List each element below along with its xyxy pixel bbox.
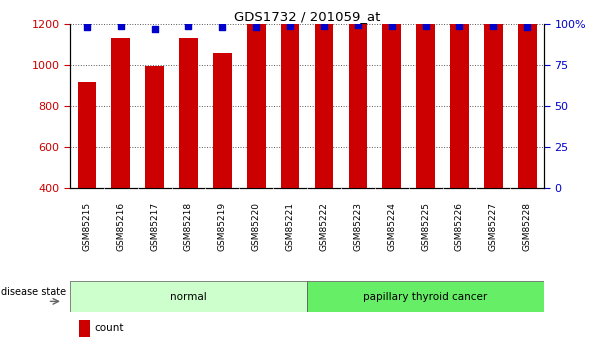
- Text: GSM85219: GSM85219: [218, 202, 227, 251]
- Bar: [450, 54, 469, 270]
- Bar: [213, 135, 232, 270]
- Point: [116, 23, 126, 29]
- Text: GSM85220: GSM85220: [252, 202, 261, 251]
- Bar: [315, 95, 333, 270]
- Bar: [70, 281, 307, 312]
- Text: GSM85227: GSM85227: [489, 202, 498, 251]
- Point: [421, 23, 430, 29]
- Point: [353, 22, 363, 28]
- Bar: [315, 13, 333, 188]
- Point: [387, 23, 396, 29]
- Text: GSM85221: GSM85221: [286, 202, 295, 251]
- Text: GSM85216: GSM85216: [116, 202, 125, 251]
- Point: [522, 24, 532, 29]
- Text: GSM85217: GSM85217: [150, 202, 159, 251]
- Text: count: count: [95, 323, 124, 333]
- Text: normal: normal: [170, 292, 207, 302]
- Bar: [145, 148, 164, 270]
- Bar: [484, 64, 503, 270]
- Bar: [78, 164, 96, 270]
- Point: [319, 23, 329, 29]
- Bar: [307, 281, 544, 312]
- Bar: [145, 66, 164, 188]
- Point: [455, 23, 465, 29]
- Text: GSM85222: GSM85222: [319, 202, 328, 251]
- Bar: [247, 24, 266, 188]
- Title: GDS1732 / 201059_at: GDS1732 / 201059_at: [234, 10, 380, 23]
- Text: GSM85228: GSM85228: [523, 202, 532, 251]
- Bar: [111, 39, 130, 188]
- Point: [285, 23, 295, 29]
- Bar: [416, 0, 435, 188]
- Point: [251, 24, 261, 29]
- Text: GSM85215: GSM85215: [82, 202, 91, 251]
- Bar: [281, 72, 299, 270]
- Bar: [179, 39, 198, 188]
- Bar: [450, 0, 469, 188]
- Bar: [179, 120, 198, 270]
- Bar: [518, 62, 536, 270]
- Point: [184, 23, 193, 29]
- Point: [488, 23, 498, 29]
- Text: papillary thyroid cancer: papillary thyroid cancer: [364, 292, 488, 302]
- Point: [218, 24, 227, 30]
- Bar: [382, 0, 401, 188]
- Point: [82, 24, 92, 30]
- Bar: [348, 0, 367, 188]
- Bar: [518, 0, 536, 188]
- Text: GSM85226: GSM85226: [455, 202, 464, 251]
- Bar: [213, 53, 232, 188]
- Point: [150, 26, 159, 32]
- Bar: [416, 54, 435, 270]
- Text: GSM85218: GSM85218: [184, 202, 193, 251]
- Bar: [484, 0, 503, 188]
- Bar: [348, 45, 367, 270]
- Bar: [382, 65, 401, 270]
- Text: GSM85224: GSM85224: [387, 202, 396, 251]
- Text: GSM85223: GSM85223: [353, 202, 362, 251]
- Text: GSM85225: GSM85225: [421, 202, 430, 251]
- Bar: [78, 81, 96, 188]
- Bar: [281, 0, 299, 188]
- Bar: [80, 320, 90, 337]
- Text: disease state: disease state: [1, 287, 66, 297]
- Bar: [247, 106, 266, 270]
- Bar: [111, 120, 130, 270]
